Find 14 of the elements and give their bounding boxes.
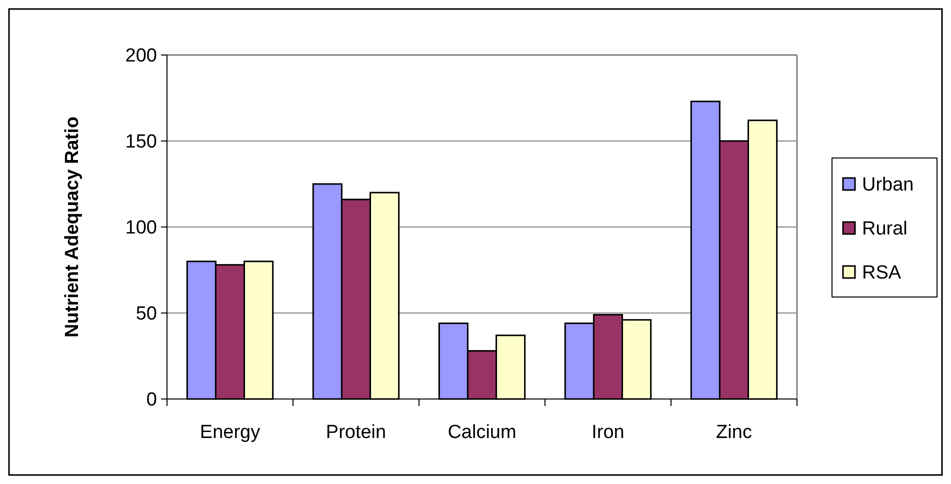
legend-label: RSA bbox=[862, 262, 902, 284]
y-tick-label: 150 bbox=[125, 132, 157, 153]
y-axis-title: Nutrient Adequacy Ratio bbox=[62, 116, 83, 338]
x-tick-label: Protein bbox=[326, 422, 386, 443]
y-tick-label: 0 bbox=[146, 390, 157, 411]
legend-label: Urban bbox=[862, 174, 914, 196]
legend-label: Rural bbox=[862, 218, 908, 240]
y-tick-label: 50 bbox=[136, 304, 157, 325]
x-tick-label: Calcium bbox=[448, 422, 516, 443]
x-tick-label: Energy bbox=[200, 422, 261, 443]
x-tick-label: Iron bbox=[592, 422, 624, 443]
y-tick-label: 200 bbox=[125, 46, 157, 67]
x-tick-label: Zinc bbox=[716, 422, 752, 443]
y-tick-label: 100 bbox=[125, 218, 157, 239]
